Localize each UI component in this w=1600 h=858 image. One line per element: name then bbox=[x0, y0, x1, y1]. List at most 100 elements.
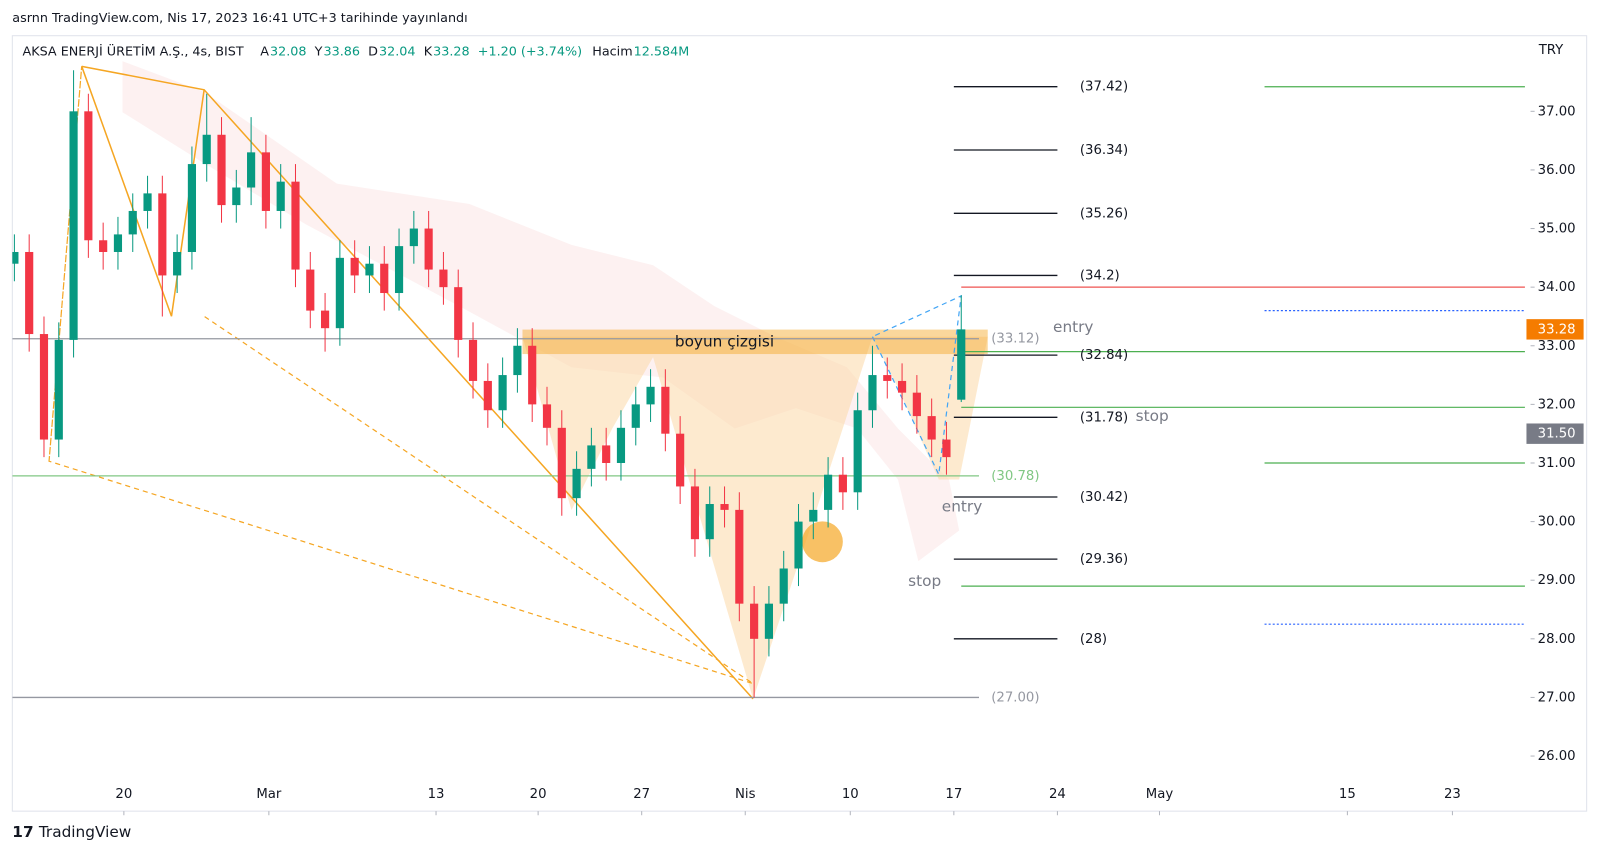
candle-body bbox=[557, 427, 566, 499]
pattern bbox=[522, 336, 988, 699]
header-value: 12.584M bbox=[634, 45, 690, 60]
candle-body bbox=[616, 427, 626, 463]
level-label: (28) bbox=[1080, 632, 1107, 647]
level-label: (35.26) bbox=[1080, 206, 1128, 221]
level-label: (27.00) bbox=[991, 690, 1039, 705]
candle-body bbox=[276, 181, 285, 211]
brand: TradingView bbox=[38, 823, 131, 841]
x-tick-label: Mar bbox=[256, 787, 282, 802]
level-label: (31.78) bbox=[1080, 410, 1128, 425]
price-tag-label: 33.28 bbox=[1538, 322, 1576, 337]
header-value: Hacim bbox=[592, 45, 632, 60]
neckline-band bbox=[522, 329, 988, 355]
header-value: +1.20 (+3.74%) bbox=[478, 45, 582, 60]
header-value: K bbox=[424, 45, 433, 60]
level-label: (37.42) bbox=[1080, 80, 1128, 95]
candle-body bbox=[735, 509, 744, 604]
level-label: (30.42) bbox=[1080, 490, 1128, 505]
plot bbox=[12, 70, 1525, 699]
candle-body bbox=[113, 234, 123, 252]
y-tick-label: 31.00 bbox=[1538, 456, 1576, 471]
candle-body bbox=[158, 193, 167, 276]
level-label: (33.12) bbox=[991, 332, 1039, 347]
header-value: 33.86 bbox=[324, 45, 361, 60]
y-tick-label: 34.00 bbox=[1538, 280, 1576, 295]
candle-body bbox=[868, 375, 877, 411]
x-tick-label: 17 bbox=[945, 787, 962, 802]
header-value: A bbox=[260, 45, 269, 60]
header-value: 33.28 bbox=[433, 45, 470, 60]
x-tick-label: 13 bbox=[428, 787, 445, 802]
y-tick-label: 28.00 bbox=[1538, 632, 1576, 647]
candle-body bbox=[39, 334, 49, 440]
candle-body bbox=[957, 329, 966, 400]
candle-body bbox=[528, 345, 537, 405]
published: asrnn TradingView.com, Nis 17, 2023 16:4… bbox=[12, 11, 467, 26]
candle-body bbox=[202, 134, 211, 165]
candle-body bbox=[912, 392, 921, 417]
candle-body bbox=[631, 404, 640, 428]
level-label: (34.2) bbox=[1080, 268, 1120, 283]
x-tick-label: 23 bbox=[1444, 787, 1461, 802]
candle-body bbox=[320, 310, 330, 329]
marker-circle bbox=[802, 521, 843, 563]
currency: TRY bbox=[1538, 43, 1564, 58]
cloud bbox=[122, 61, 960, 562]
candle-body bbox=[468, 339, 478, 381]
annotation: entry bbox=[942, 498, 982, 516]
annotation: stop bbox=[908, 572, 941, 590]
candle-body bbox=[498, 375, 507, 411]
candle-body bbox=[84, 111, 93, 241]
candle-body bbox=[424, 228, 433, 270]
candle-body bbox=[602, 445, 611, 463]
candle-body bbox=[454, 287, 463, 340]
symbol: AKSA ENERJİ ÜRETİM A.Ş., 4s, BIST bbox=[23, 43, 244, 60]
level-label: (29.36) bbox=[1080, 552, 1128, 567]
candle-body bbox=[779, 568, 788, 604]
y-tick-label: 33.00 bbox=[1538, 339, 1576, 354]
candle-body bbox=[897, 380, 907, 393]
level-label: (32.84) bbox=[1080, 348, 1128, 363]
candle-body bbox=[646, 386, 655, 405]
candle-body bbox=[232, 187, 241, 206]
candle-body bbox=[173, 251, 182, 276]
candle-body bbox=[187, 164, 197, 252]
frame bbox=[11, 35, 1588, 812]
candle-body bbox=[99, 240, 108, 252]
level-label: (30.78) bbox=[991, 469, 1039, 484]
candle-body bbox=[409, 228, 418, 247]
x-tick-label: May bbox=[1146, 787, 1174, 802]
y-tick-label: 27.00 bbox=[1538, 690, 1576, 705]
candle-body bbox=[25, 251, 34, 335]
annotation: boyun çizgisi bbox=[675, 332, 774, 350]
candle-body bbox=[217, 134, 226, 206]
y-tick-label: 29.00 bbox=[1538, 573, 1576, 588]
candle-body bbox=[720, 504, 729, 510]
candle-body bbox=[942, 439, 951, 458]
candle-body bbox=[483, 380, 492, 411]
candle-body bbox=[69, 111, 78, 340]
candle-body bbox=[705, 504, 714, 540]
candle-body bbox=[572, 468, 581, 499]
candle-body bbox=[394, 246, 404, 294]
price-tag bbox=[1526, 423, 1584, 444]
candle-body bbox=[12, 251, 19, 264]
candle-body bbox=[365, 263, 374, 276]
y-tick-label: 36.00 bbox=[1538, 163, 1576, 178]
candle-body bbox=[542, 404, 552, 428]
y-tick-label: 32.00 bbox=[1538, 397, 1576, 412]
candle-body bbox=[883, 375, 892, 381]
candle-body bbox=[143, 193, 152, 211]
price-tag-label: 31.50 bbox=[1538, 427, 1576, 442]
price-tag bbox=[1526, 319, 1584, 340]
y-tick-label: 30.00 bbox=[1538, 515, 1576, 530]
x-tick-label: Nis bbox=[735, 787, 756, 802]
candle-body bbox=[513, 345, 522, 376]
header-value: 32.04 bbox=[379, 45, 416, 60]
x-tick-label: 24 bbox=[1049, 787, 1066, 802]
candle-body bbox=[306, 269, 315, 311]
annotation: entry bbox=[1053, 318, 1093, 336]
y-tick-label: 37.00 bbox=[1538, 104, 1576, 119]
x-tick-label: 15 bbox=[1339, 787, 1356, 802]
